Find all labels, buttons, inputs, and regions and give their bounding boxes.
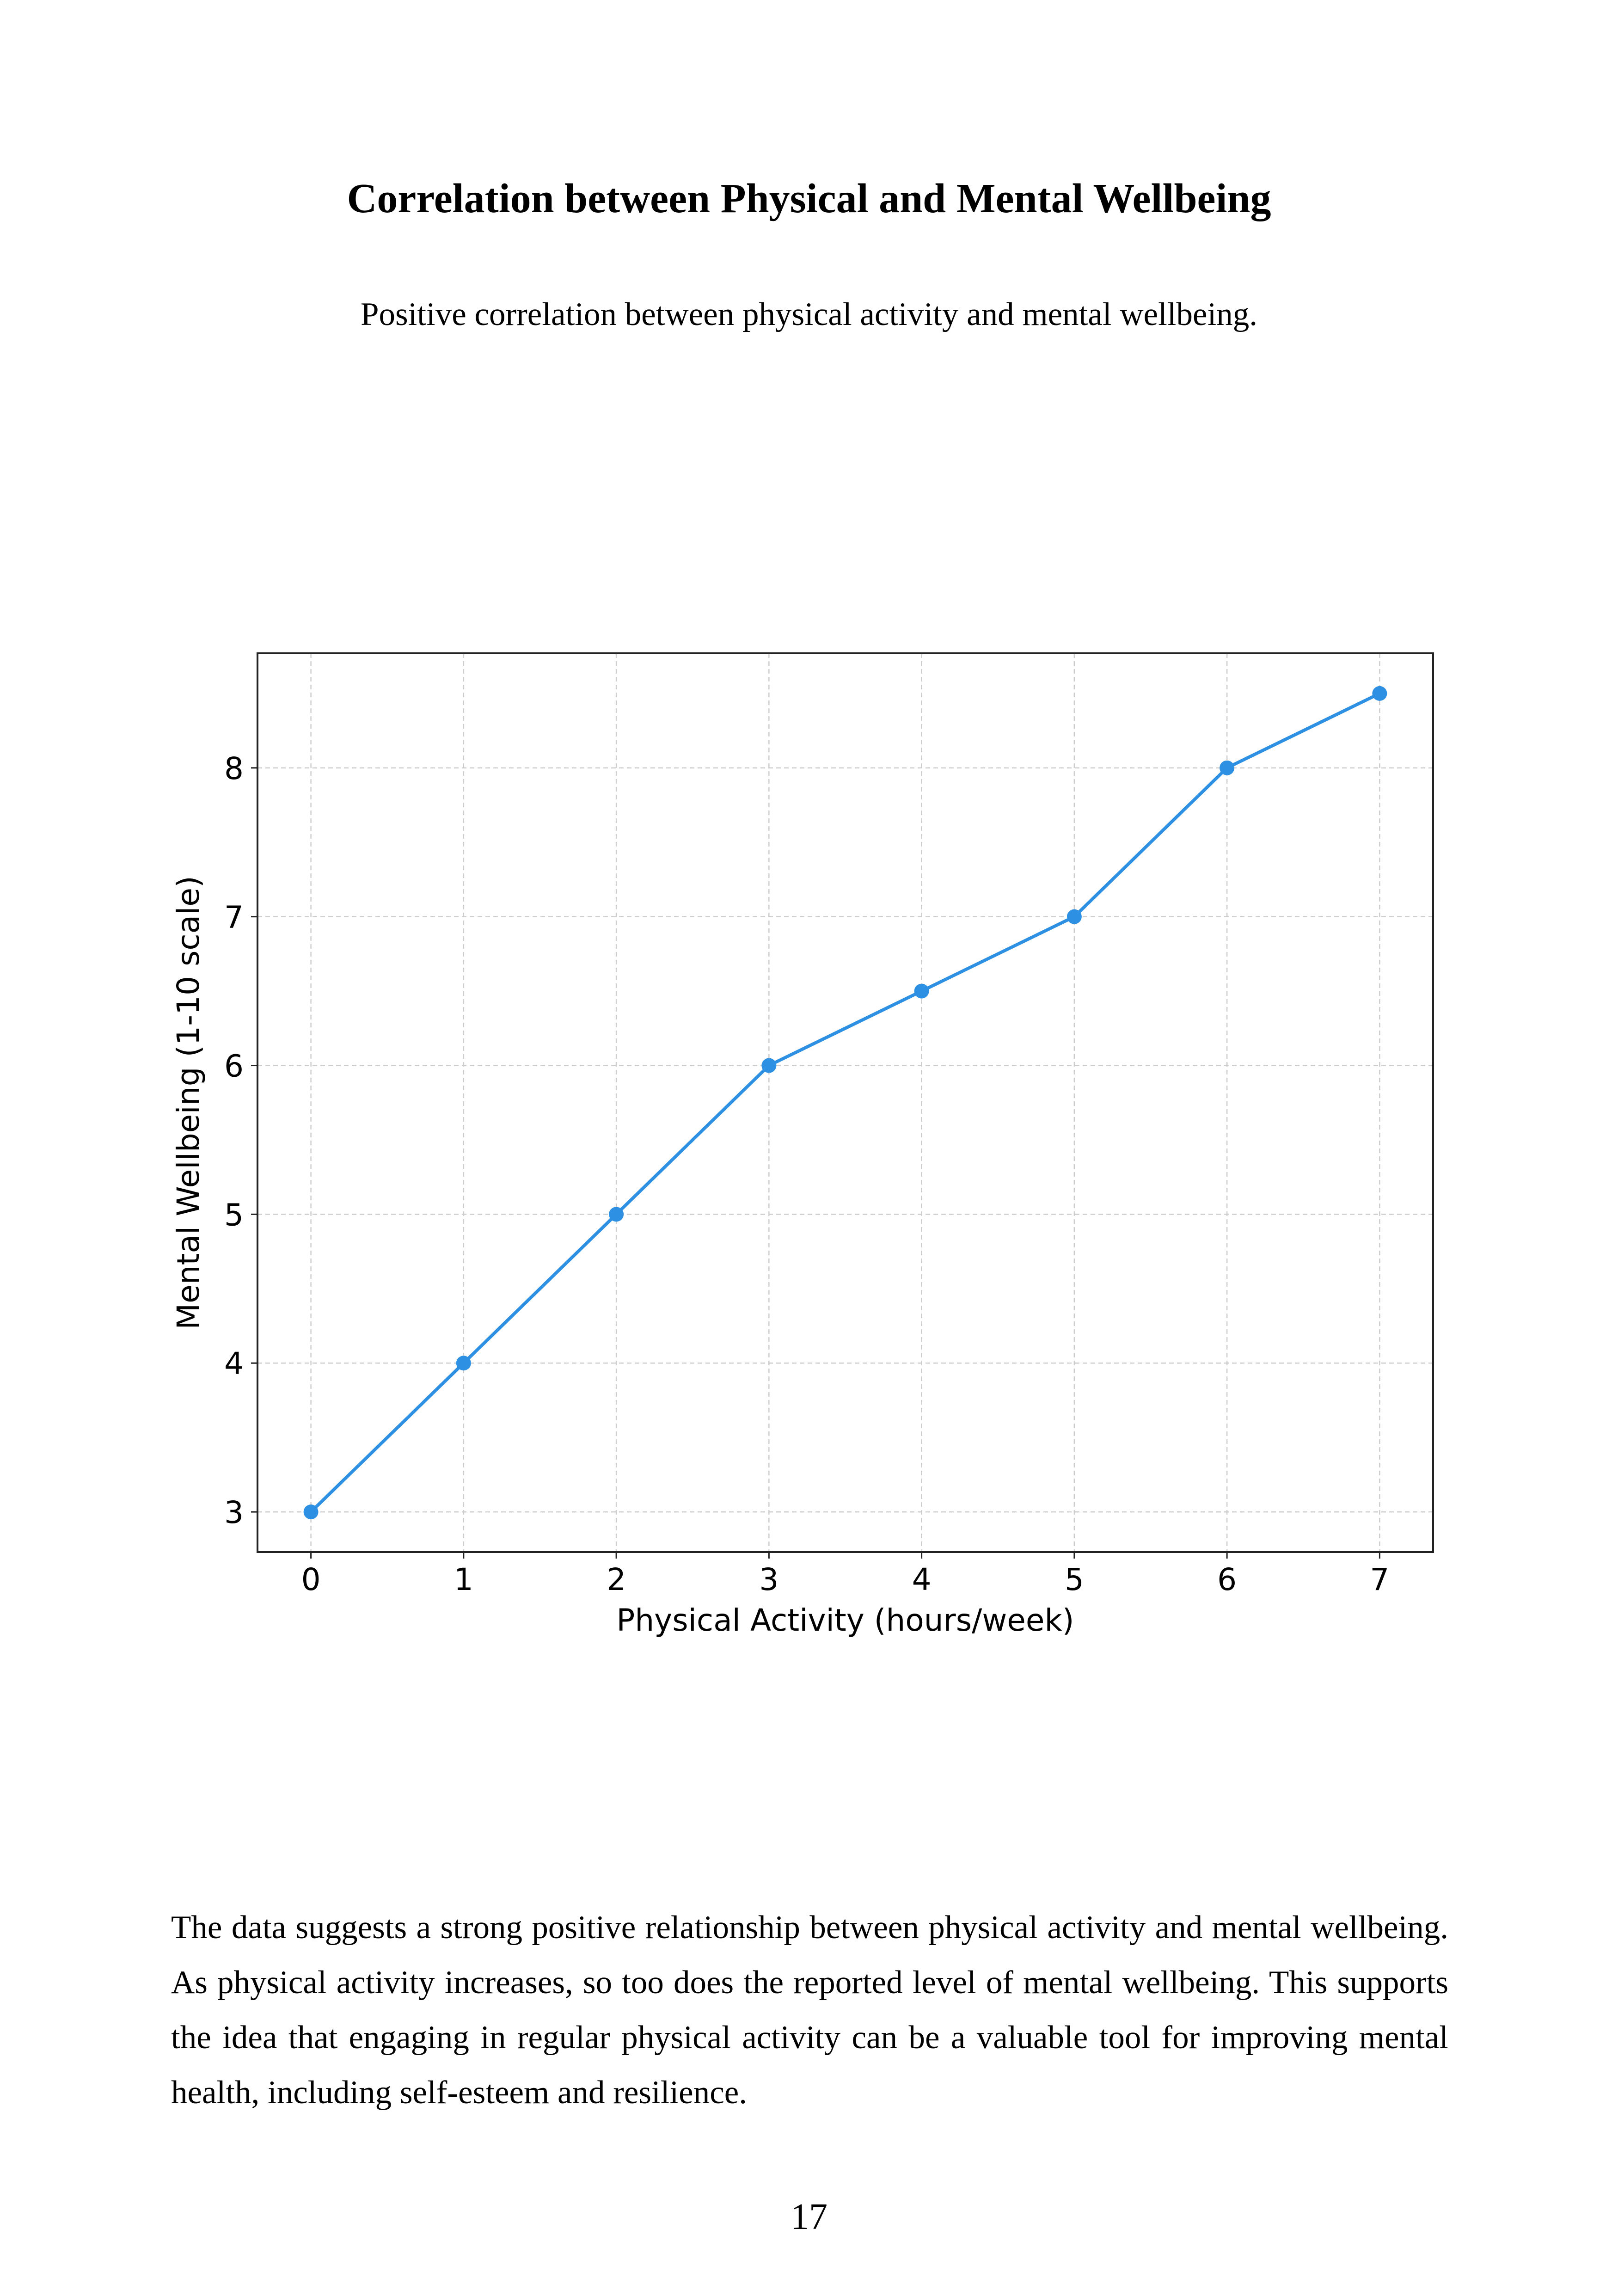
x-tick-label: 4 [912, 1562, 932, 1597]
y-tick-label: 5 [224, 1197, 244, 1233]
x-tick-label: 3 [759, 1562, 778, 1597]
chart-caption: Positive correlation between physical ac… [360, 296, 1258, 332]
plot-frame [257, 652, 1434, 1553]
page-title: Correlation between Physical and Mental … [347, 176, 1271, 221]
x-tick-label: 2 [607, 1562, 626, 1597]
data-point [1066, 909, 1082, 924]
x-tick-label: 6 [1217, 1562, 1237, 1597]
x-tick-label: 1 [454, 1562, 473, 1597]
data-point [1372, 686, 1387, 701]
series-layer [303, 686, 1387, 1520]
y-tick-label: 6 [224, 1049, 244, 1084]
x-axis-ticks: 0 1 2 3 4 5 6 7 [301, 1552, 1389, 1597]
x-tick-label: 0 [301, 1562, 321, 1597]
y-axis-label: Mental Wellbeing (1-10 scale) [171, 876, 206, 1330]
series-line [310, 692, 1380, 1513]
data-point [303, 1504, 319, 1520]
data-point [914, 983, 929, 999]
data-point [609, 1207, 624, 1222]
y-tick-label: 8 [224, 751, 244, 786]
y-tick-label: 7 [224, 900, 244, 935]
data-point [761, 1058, 777, 1073]
y-axis-ticks: 3 4 5 6 7 8 [224, 751, 257, 1530]
page-number: 17 [791, 2197, 827, 2237]
body-paragraph: The data suggests a strong positive rela… [171, 1909, 1448, 2111]
x-tick-label: 7 [1370, 1562, 1389, 1597]
grid-lines [257, 653, 1433, 1552]
y-tick-label: 3 [224, 1495, 244, 1530]
data-point [456, 1356, 471, 1371]
y-tick-label: 4 [224, 1346, 244, 1381]
x-tick-label: 5 [1065, 1562, 1084, 1597]
x-axis-label: Physical Activity (hours/week) [617, 1602, 1074, 1638]
data-point [1220, 760, 1235, 775]
